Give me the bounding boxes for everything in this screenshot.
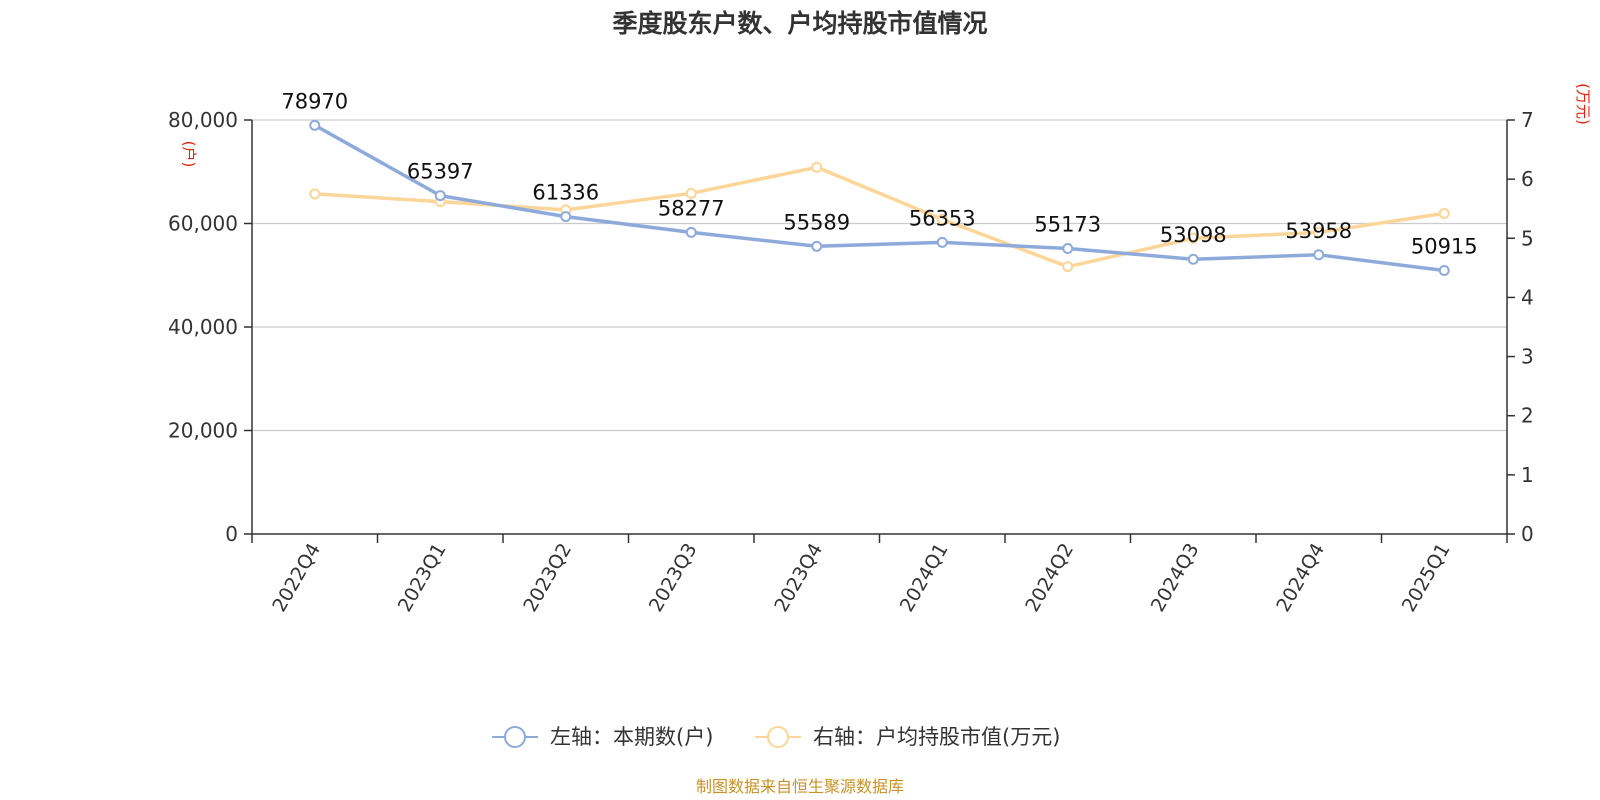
x-tick-label: 2024Q2	[1021, 540, 1078, 616]
left-tick-label: 40,000	[168, 315, 238, 339]
left-tick-label: 80,000	[168, 108, 238, 132]
data-label: 55173	[1034, 212, 1101, 236]
x-tick-label: 2024Q3	[1147, 540, 1204, 616]
data-label: 65397	[407, 160, 474, 184]
legend-label-left-series: 左轴：本期数(户)	[550, 725, 713, 749]
x-tick-label: 2023Q3	[645, 540, 702, 616]
series-line	[314, 165, 1445, 269]
series-shareholder-count	[309, 119, 1450, 277]
data-label: 58277	[658, 196, 725, 220]
legend-marker-circle	[504, 726, 526, 748]
left-axis-unit: (户)	[180, 141, 198, 168]
right-tick-label: 5	[1521, 226, 1534, 250]
x-tick-label: 2023Q2	[519, 540, 576, 616]
data-point	[434, 190, 446, 202]
right-tick-label: 3	[1521, 345, 1534, 369]
data-point	[1438, 207, 1450, 219]
data-point	[1313, 249, 1325, 261]
x-tick-label: 2023Q4	[770, 540, 827, 616]
data-point	[560, 211, 572, 223]
left-tick-label: 0	[225, 522, 238, 546]
data-point	[1187, 232, 1199, 244]
data-point	[685, 187, 697, 199]
source-note: 制图数据来自恒生聚源数据库	[696, 777, 904, 796]
data-label: 55589	[783, 210, 850, 234]
legend-item-right-series[interactable]: 右轴：户均持股市值(万元)	[755, 725, 1060, 749]
right-tick-label: 4	[1521, 285, 1534, 309]
data-labels: 78970 65397 61336 58277 55589 56353 55173 53098…	[281, 89, 1477, 258]
right-tick-label: 0	[1521, 522, 1534, 546]
data-label: 61336	[532, 181, 599, 205]
legend: 左轴：本期数(户) 右轴：户均持股市值(万元)	[492, 725, 1060, 749]
right-tick-label: 6	[1521, 167, 1534, 191]
data-point	[1313, 226, 1325, 238]
data-point	[936, 236, 948, 248]
data-point	[685, 226, 697, 238]
grid-lines	[252, 119, 1507, 432]
data-point	[1187, 253, 1199, 265]
x-axis-ticks: 2022Q4 2023Q1 2023Q2 2023Q3 2023Q4 2024Q1 2024…	[251, 534, 1508, 616]
x-tick-label: 2024Q4	[1272, 540, 1329, 616]
data-label: 50915	[1411, 235, 1478, 259]
left-tick-label: 60,000	[168, 212, 238, 236]
series-layer	[309, 119, 1450, 277]
data-point	[1438, 265, 1450, 277]
data-point	[309, 119, 321, 131]
series-line	[313, 123, 1445, 273]
data-label: 53958	[1285, 219, 1352, 243]
x-tick-label: 2022Q4	[268, 540, 325, 616]
x-tick-label: 2024Q1	[896, 540, 953, 616]
left-tick-label: 20,000	[168, 419, 238, 443]
data-point	[309, 188, 321, 200]
right-tick-label: 1	[1521, 463, 1534, 487]
right-tick-label: 2	[1521, 404, 1534, 428]
x-tick-label: 2023Q1	[394, 540, 451, 616]
chart-title: 季度股东户数、户均持股市值情况	[612, 9, 987, 38]
data-label: 56353	[909, 206, 976, 230]
data-point	[1062, 261, 1074, 273]
data-point	[936, 213, 948, 225]
right-axis-unit: (万元)	[1574, 83, 1592, 125]
data-point	[811, 240, 823, 252]
data-label: 53098	[1160, 223, 1227, 247]
x-tick-label: 2025Q1	[1398, 540, 1455, 616]
right-axis-ticks: 0 1 2 3 4 5 6 7	[1507, 108, 1534, 546]
legend-item-left-series[interactable]: 左轴：本期数(户)	[492, 725, 713, 749]
right-tick-label: 7	[1521, 108, 1534, 132]
left-axis-ticks: 0 20,000 40,000 60,000 80,000	[168, 108, 252, 546]
legend-label-right-series: 右轴：户均持股市值(万元)	[813, 725, 1060, 749]
data-point	[811, 161, 823, 173]
data-point	[1062, 242, 1074, 254]
legend-marker-circle	[767, 726, 789, 748]
data-label: 78970	[281, 89, 348, 113]
